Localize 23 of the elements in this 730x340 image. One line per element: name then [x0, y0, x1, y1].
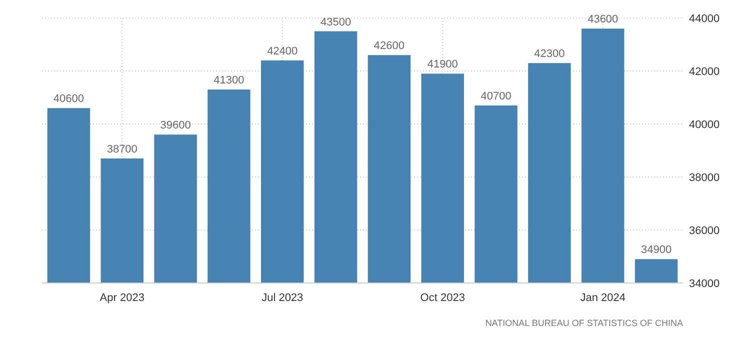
y-tick-label: 40000 [689, 119, 720, 131]
text: NATIONAL BUREAU OF STATISTICS OF CHINA [485, 318, 683, 328]
data-label: 40600 [53, 93, 84, 106]
y-tick-label: 34000 [689, 278, 720, 290]
data-label: 43500 [320, 16, 352, 28]
x-tick-label: Jan 2024 [580, 292, 626, 304]
data-label: 40700 [480, 90, 512, 102]
y-tick-label: 42000 [689, 66, 720, 78]
data-label: 43600 [588, 14, 618, 26]
data-label: 42600 [374, 40, 405, 52]
x-tick-label: Jul 2023 [262, 292, 304, 304]
data-label: 41900 [427, 58, 458, 71]
y-tick-label: 36000 [689, 225, 720, 237]
y-tick-label: 38000 [689, 172, 720, 184]
data-label: 41300 [214, 74, 244, 87]
data-label: 39600 [160, 120, 191, 132]
x-tick-label: Oct 2023 [420, 292, 465, 304]
y-tick-label: 44000 [689, 13, 720, 25]
data-label: 34900 [640, 244, 672, 256]
data-label: 42300 [534, 48, 565, 60]
data-label: 42400 [267, 45, 298, 58]
data-label: 38700 [106, 143, 138, 156]
x-tick-label: Apr 2023 [100, 292, 144, 304]
